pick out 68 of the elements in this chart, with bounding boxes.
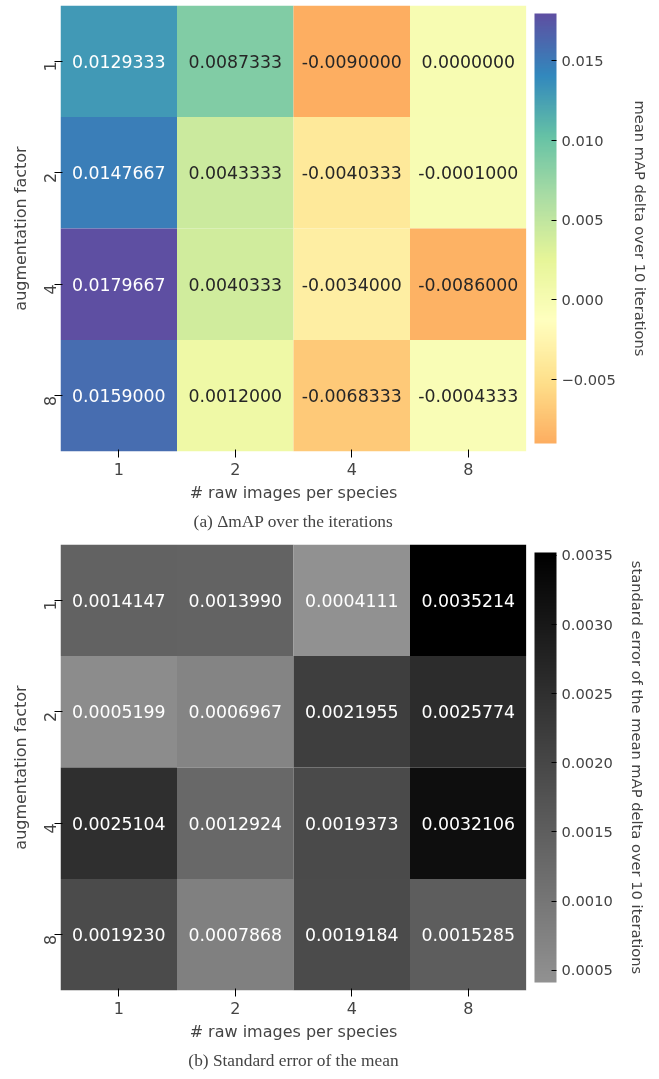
data-label: -0.0001000 [418,163,519,184]
color-bar-label: −0.005 [561,370,616,388]
color-bar-label: 0.0010 [561,892,613,910]
data-label: -0.0034000 [301,274,402,295]
color-bar-label: 0.015 [561,51,604,69]
y-tick-label: 1 [40,600,60,611]
data-label: -0.0040333 [301,163,402,184]
color-bar-title: mean mAP delta over 10 iterations [631,100,649,357]
data-label: 0.0021955 [304,702,399,723]
data-label: 0.0159000 [71,386,166,407]
data-label: -0.0068333 [301,386,402,407]
data-label: 0.0040333 [188,274,283,295]
data-label: 0.0000000 [421,51,516,72]
color-bar-label: 0.0030 [561,615,613,633]
x-tick-label: 1 [113,998,124,1018]
data-label: 0.0025774 [421,702,516,723]
data-label: 0.0012000 [188,386,283,407]
data-label: 0.0014147 [71,590,166,611]
data-label: 0.0005199 [71,702,166,723]
y-tick-label: 4 [40,823,60,834]
color-bar-label: 0.0015 [561,822,613,840]
text: (a) ΔmAP over the iterations [193,511,393,531]
data-label: 0.0087333 [188,51,283,72]
data-label: 0.0035214 [421,590,516,611]
x-tick-label: 8 [463,998,474,1018]
color-bar-label: 0.000 [561,290,604,308]
data-label: 0.0129333 [71,51,166,72]
color-bar-label: 0.010 [561,131,604,149]
y-tick-label: 1 [40,61,60,72]
data-label: 0.0179667 [71,274,166,295]
data-label: 0.0019373 [304,813,399,834]
data-label: 0.0025104 [71,813,166,834]
data-label: 0.0019230 [71,925,166,946]
color-bar-label: 0.0025 [561,684,613,702]
data-label: 0.0012924 [188,813,283,834]
data-label: 0.0004111 [304,590,399,611]
color-bar-title: standard error of the mean mAP delta over 10 iterations [628,560,646,975]
x-tick-label: 2 [230,998,241,1018]
x-tick-label: 2 [230,459,241,479]
x-tick-label: 4 [346,998,357,1018]
data-label: 0.0015285 [421,925,516,946]
data-label: 0.0007868 [188,925,283,946]
x-tick-label: 8 [463,459,474,479]
data-label: 0.0043333 [188,163,283,184]
data-label: -0.0090000 [301,51,402,72]
y-tick-label: 8 [40,934,60,945]
y-axis-title: augmentation factor [10,145,30,311]
data-label: 0.0013990 [188,590,283,611]
color-bar-label: 0.005 [561,211,604,229]
x-axis-title: # raw images per species [189,1021,398,1041]
x-tick-label: 4 [346,459,357,479]
data-label: 0.0006967 [188,702,283,723]
text: (b) Standard error of the mean [188,1050,399,1070]
data-label: -0.0086000 [418,274,519,295]
color-bar-label: 0.0020 [561,753,613,771]
data-label: 0.0019184 [304,925,399,946]
data-label: -0.0004333 [418,386,519,407]
y-tick-label: 2 [40,711,60,722]
y-tick-label: 8 [40,395,60,406]
color-bar-label: 0.0035 [561,546,613,564]
x-axis-title: # raw images per species [189,482,398,502]
x-tick-label: 1 [113,459,124,479]
data-label: 0.0147667 [71,163,166,184]
y-tick-label: 2 [40,172,60,183]
data-label: 0.0032106 [421,813,516,834]
y-axis-title: augmentation factor [10,684,30,850]
y-tick-label: 4 [40,284,60,295]
color-bar-label: 0.0005 [561,961,613,979]
